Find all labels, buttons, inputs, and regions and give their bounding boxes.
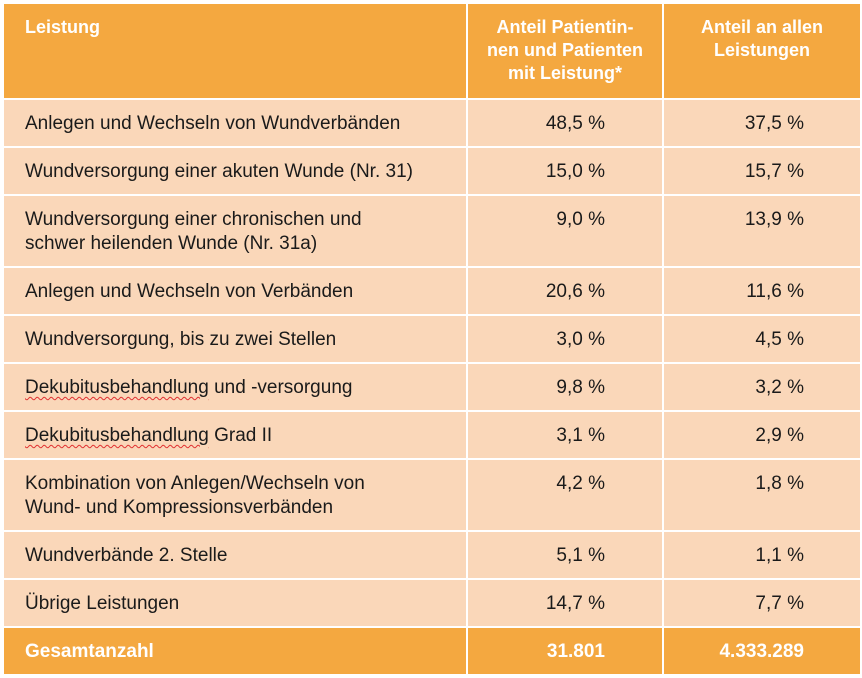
table-row: Anlegen und Wechseln von Verbänden 20,6 …: [2, 266, 862, 316]
cell-anteil-leistungen: 3,2 %: [662, 362, 862, 412]
cell-anteil-patienten: 3,0 %: [466, 314, 664, 364]
cell-anteil-patienten: 4,2 %: [466, 458, 664, 532]
table-row: Dekubitusbehandlung und -versorgung 9,8 …: [2, 362, 862, 412]
cell-anteil-patienten: 15,0 %: [466, 146, 664, 196]
cell-anteil-leistungen: 11,6 %: [662, 266, 862, 316]
cell-anteil-leistungen: 7,7 %: [662, 578, 862, 628]
table-row: Wundversorgung, bis zu zwei Stellen 3,0 …: [2, 314, 862, 364]
cell-anteil-patienten: 9,0 %: [466, 194, 664, 268]
cell-leistung-rest: und -versorgung: [208, 377, 353, 398]
cell-anteil-patienten: 9,8 %: [466, 362, 664, 412]
table-body: Anlegen und Wechseln von Wundverbänden 4…: [2, 98, 862, 628]
cell-leistung: Wundversorgung einer chronischen und schw…: [2, 194, 468, 268]
total-patienten: 31.801: [466, 626, 664, 676]
cell-anteil-leistungen: 4,5 %: [662, 314, 862, 364]
total-row: Gesamtanzahl 31.801 4.333.289: [2, 626, 862, 676]
cell-anteil-leistungen: 37,5 %: [662, 98, 862, 148]
cell-anteil-leistungen: 1,1 %: [662, 530, 862, 580]
table-header: Leistung Anteil Patientin-nen und Patien…: [2, 2, 862, 100]
cell-leistung: Wundversorgung, bis zu zwei Stellen: [2, 314, 468, 364]
cell-anteil-leistungen: 15,7 %: [662, 146, 862, 196]
table-row: Wundverbände 2. Stelle 5,1 % 1,1 %: [2, 530, 862, 580]
cell-leistung: Anlegen und Wechseln von Verbänden: [2, 266, 468, 316]
table-row: Wundversorgung einer akuten Wunde (Nr. 3…: [2, 146, 862, 196]
table-row: Dekubitusbehandlung Grad II 3,1 % 2,9 %: [2, 410, 862, 460]
total-label: Gesamtanzahl: [2, 626, 468, 676]
cell-anteil-patienten: 20,6 %: [466, 266, 664, 316]
spellcheck-word: Dekubitusbehandlung: [25, 377, 209, 398]
cell-leistung: Anlegen und Wechseln von Wundverbänden: [2, 98, 468, 148]
cell-anteil-leistungen: 2,9 %: [662, 410, 862, 460]
table-row: Kombination von Anlegen/Wechseln von Wund…: [2, 458, 862, 532]
header-anteil-leistungen: Anteil an allen Leistungen: [662, 2, 862, 100]
cell-anteil-patienten: 14,7 %: [466, 578, 664, 628]
cell-leistung-rest: Grad II: [208, 425, 273, 446]
table-row: Wundversorgung einer chronischen und schw…: [2, 194, 862, 268]
cell-leistung: Dekubitusbehandlung Grad II: [2, 410, 468, 460]
cell-anteil-leistungen: 1,8 %: [662, 458, 862, 532]
cell-leistung: Wundversorgung einer akuten Wunde (Nr. 3…: [2, 146, 468, 196]
cell-leistung: Übrige Leistungen: [2, 578, 468, 628]
table-row: Übrige Leistungen 14,7 % 7,7 %: [2, 578, 862, 628]
cell-anteil-leistungen: 13,9 %: [662, 194, 862, 268]
table-row: Anlegen und Wechseln von Wundverbänden 4…: [2, 98, 862, 148]
cell-leistung: Kombination von Anlegen/Wechseln von Wund…: [2, 458, 468, 532]
cell-anteil-patienten: 5,1 %: [466, 530, 664, 580]
header-leistung: Leistung: [2, 2, 468, 100]
header-anteil-patienten: Anteil Patientin-nen und Patienten mit Le…: [466, 2, 664, 100]
cell-anteil-patienten: 48,5 %: [466, 98, 664, 148]
spellcheck-word: Dekubitusbehandlung: [25, 425, 209, 446]
header-row: Leistung Anteil Patientin-nen und Patien…: [2, 2, 862, 100]
table-footer: Gesamtanzahl 31.801 4.333.289: [2, 626, 862, 676]
cell-anteil-patienten: 3,1 %: [466, 410, 664, 460]
total-leistungen: 4.333.289: [662, 626, 862, 676]
cell-leistung: Dekubitusbehandlung und -versorgung: [2, 362, 468, 412]
cell-leistung: Wundverbände 2. Stelle: [2, 530, 468, 580]
